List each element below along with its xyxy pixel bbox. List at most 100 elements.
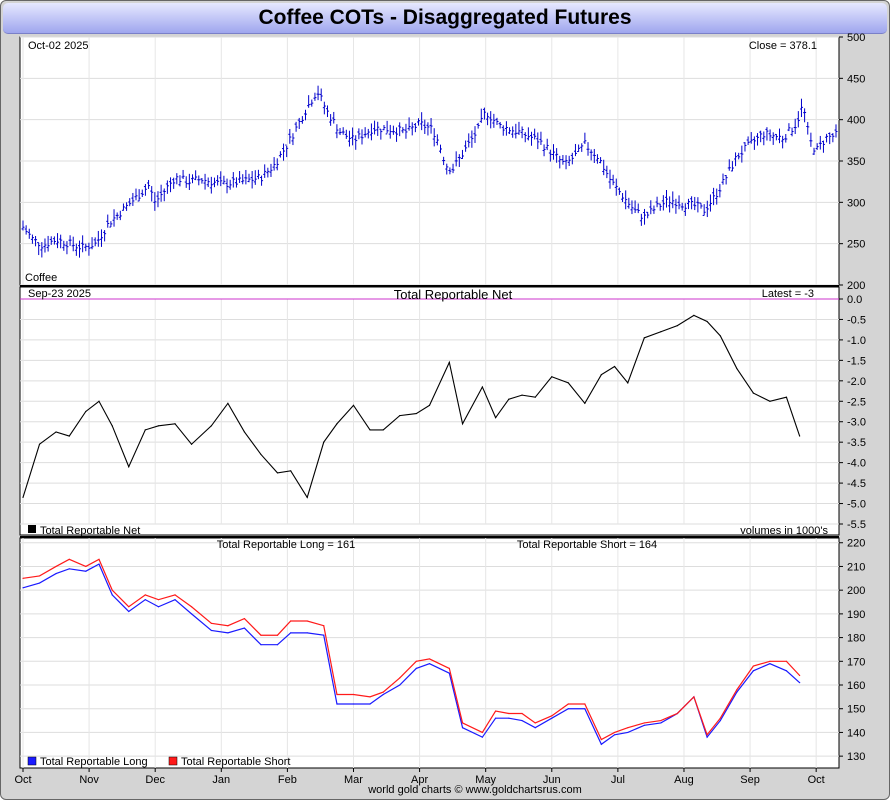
net-point [627,382,629,384]
long-short-gridlines [20,538,839,768]
long-point [481,736,483,738]
short-point [190,606,193,608]
net-point [600,374,602,376]
long-point [613,734,616,736]
y-tick-label: 150 [847,704,865,716]
short-point [415,660,417,662]
net-points [22,314,801,499]
short-point [111,589,113,591]
long-point [448,672,450,674]
net-point [157,425,160,427]
short-point [534,722,536,724]
long-point [567,708,569,710]
long-legend-label: Total Reportable Long [40,756,148,768]
long-header-label: Total Reportable Long = 161 [217,539,356,551]
long-point [551,717,553,719]
y-tick-label: 140 [847,727,865,739]
net-point [290,470,292,472]
short-point [38,575,41,577]
y-tick-label: -2.0 [847,376,866,388]
long-point [306,632,308,634]
short-point [660,719,662,722]
x-tick-label: Sep [740,774,760,786]
net-units-note: volumes in 1000's [740,525,828,537]
short-point [508,712,510,715]
short-point [551,715,553,717]
short-point [174,594,176,596]
net-date-label: Sep-23 2025 [28,288,91,300]
long-point [352,703,355,705]
net-point [323,441,325,443]
x-tick-label: Oct [808,774,825,786]
short-legend-swatch [168,756,178,766]
short-point [643,722,645,724]
net-point [85,410,87,413]
short-point [584,703,586,705]
net-point [260,453,262,456]
short-point [55,565,57,568]
long-point [428,663,431,665]
net-point [55,431,57,433]
short-point [799,674,801,677]
x-tick-label: Jun [543,774,561,786]
y-tick-label: 200 [847,280,865,292]
long-point [98,563,100,565]
short-point [785,660,788,662]
long-short-points [22,558,801,745]
net-point [336,423,338,425]
net-point [369,429,371,431]
y-tick-label: -3.5 [847,437,866,449]
short-point [693,696,695,698]
long-point [660,722,662,724]
long-point [584,708,586,710]
net-panel: 0.0 -0.5 -1.0 -1.5 -2.0 -2.5 -3.0 -3.5 -4.0 -4.5 -… [19,285,866,537]
x-axis-months: Oct Nov Dec Jan Feb Mar Apr May Jun Jul Aug Sep Oct [14,768,825,786]
net-point [210,425,212,427]
y-tick-label: 500 [847,32,865,44]
short-point [461,722,464,724]
short-point [210,622,212,624]
x-tick-label: Apr [411,774,428,786]
price-close-label: Close = 378.1 [749,40,817,52]
net-point [785,396,788,398]
long-point [600,743,602,745]
long-point [769,663,771,665]
y-tick-label: 200 [847,585,865,597]
long-point [190,613,193,615]
y-tick-label: -3.0 [847,417,866,429]
long-point [534,727,536,729]
x-tick-label: Dec [145,774,165,786]
y-tick-label: -4.0 [847,458,866,470]
price-date-label: Oct-02 2025 [28,40,89,52]
x-tick-label: Feb [278,774,297,786]
y-tick-label: 400 [847,115,865,127]
long-point [336,703,338,705]
y-tick-label: 250 [847,239,865,251]
long-point [399,684,401,686]
short-point [352,693,355,696]
short-point [68,558,70,560]
long-point [85,570,87,572]
long-point [369,703,371,705]
price-bars [21,85,838,258]
net-point [521,394,523,396]
long-point [68,568,70,570]
long-point [227,632,229,634]
y-tick-label: -0.5 [847,314,866,326]
net-point [719,335,721,337]
short-point [769,660,771,662]
long-point [494,717,497,719]
long-short-panel: 130 140 150 160 170 180 190 200 210 220 Total Rep… [19,536,865,769]
y-tick-label: -5.0 [847,499,866,511]
net-point [769,400,771,402]
y-tick-label: -5.5 [847,519,866,531]
net-point [227,402,229,404]
long-point [627,731,629,734]
net-point [693,314,695,316]
net-point [799,435,801,437]
y-tick-label: 210 [847,561,865,573]
short-point [627,727,629,729]
page-title: Coffee COTs - Disaggregated Futures [258,6,632,29]
long-point [290,632,292,634]
net-point [461,423,464,425]
